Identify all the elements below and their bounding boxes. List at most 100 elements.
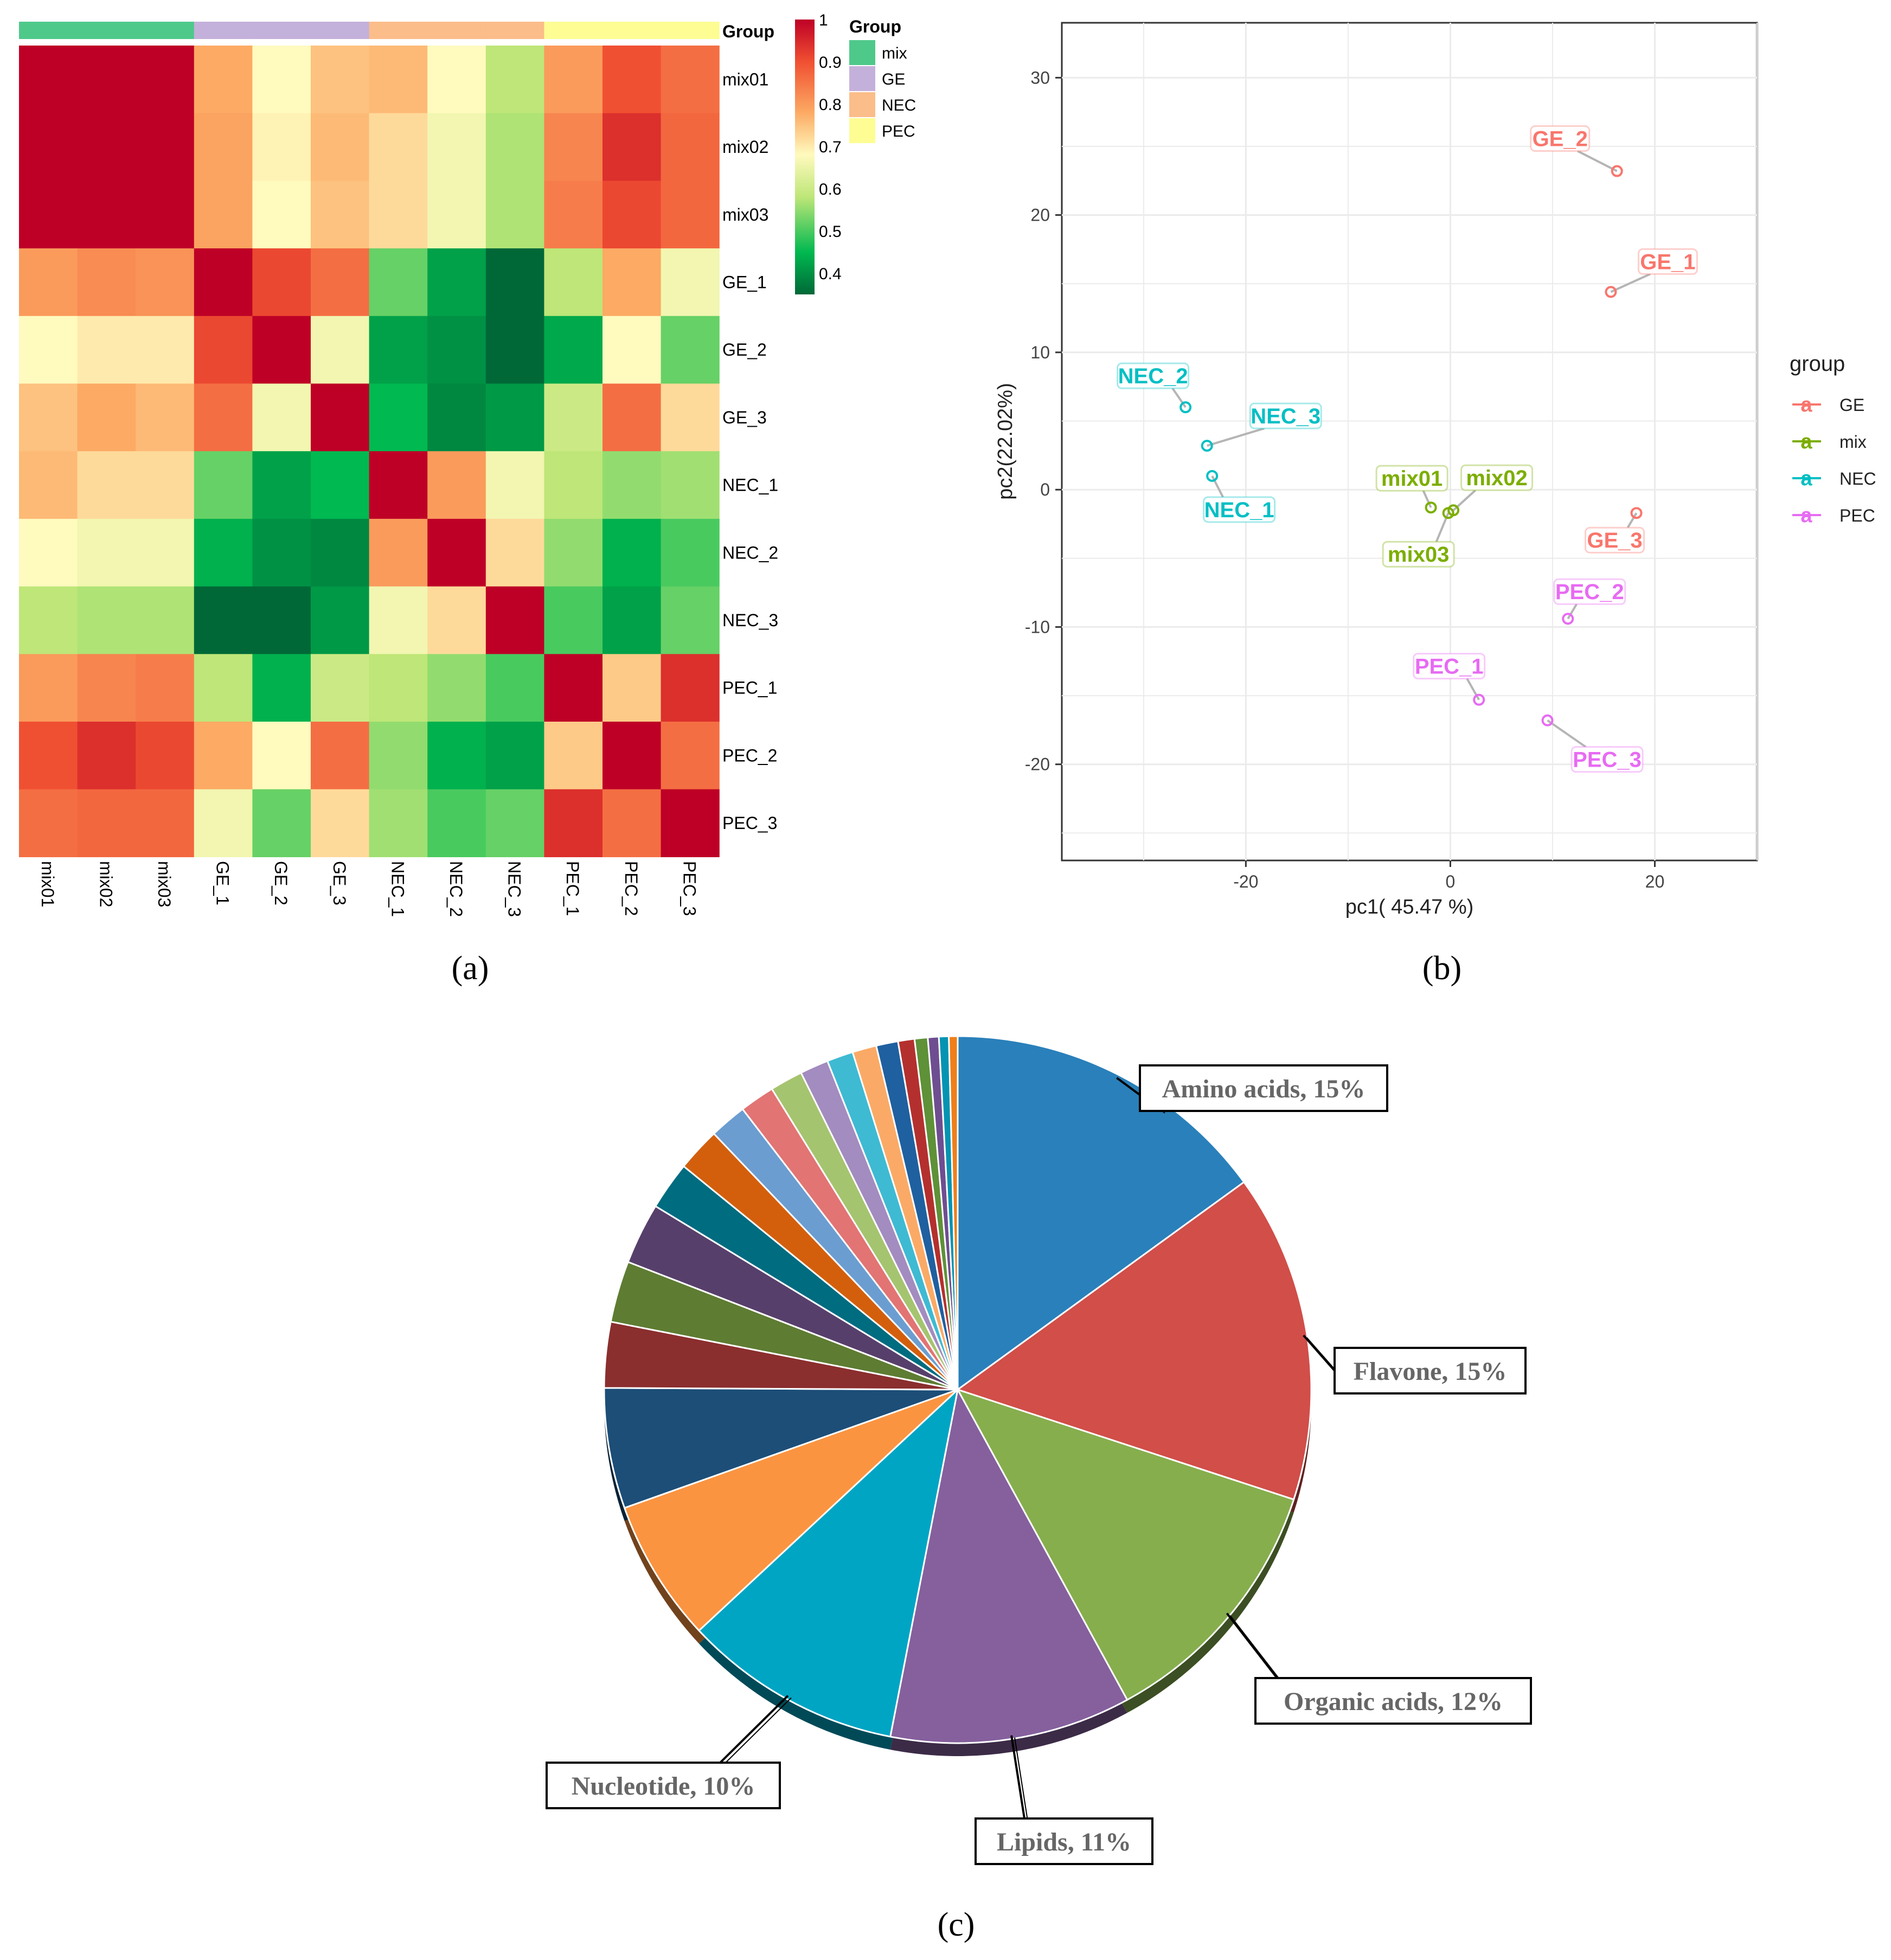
heatmap-cell bbox=[544, 654, 603, 722]
legend-label-mix: mix bbox=[882, 44, 907, 62]
pca-legend-label-mix: mix bbox=[1839, 432, 1867, 452]
heatmap-cell bbox=[194, 451, 253, 519]
heatmap-cell bbox=[194, 722, 253, 790]
heatmap-column-label: PEC_1 bbox=[563, 861, 582, 916]
pca-point-PEC_3 bbox=[1541, 714, 1554, 727]
heatmap-cell bbox=[252, 113, 311, 181]
heatmap-cell bbox=[19, 654, 78, 722]
heatmap-cell bbox=[311, 586, 370, 654]
heatmap-cell bbox=[602, 248, 662, 317]
heatmap-cell bbox=[544, 46, 603, 114]
pie-slice bbox=[948, 1035, 959, 1391]
heatmap-cell bbox=[194, 654, 253, 722]
heatmap-cell bbox=[311, 383, 370, 452]
heatmap-cell bbox=[194, 46, 253, 114]
pie-slice bbox=[957, 1181, 1312, 1501]
pca-label-box bbox=[1637, 248, 1698, 275]
pca-label-box bbox=[1203, 496, 1276, 523]
heatmap-column-label: GE_2 bbox=[271, 861, 291, 905]
pie-callout-leader-shadow bbox=[1229, 1615, 1281, 1681]
heatmap-cell bbox=[427, 789, 486, 857]
heatmap-cell bbox=[661, 654, 720, 722]
pie-callout-box bbox=[1254, 1677, 1532, 1725]
heatmap-cell bbox=[427, 248, 486, 317]
heatmap-cell bbox=[427, 451, 486, 519]
heatmap-cell bbox=[311, 518, 370, 587]
heatmap-cell bbox=[252, 451, 311, 519]
pca-legend-key-glyph: a bbox=[1800, 430, 1812, 453]
heatmap-cell bbox=[661, 789, 720, 857]
heatmap-column-label: NEC_1 bbox=[388, 861, 407, 917]
pie-callouts: Amino acids, 15% Flavone, 15% Organic acid… bbox=[546, 1064, 1532, 1865]
heatmap-cell bbox=[602, 722, 662, 790]
pie-callout-label: Lipids, 11% bbox=[997, 1828, 1131, 1856]
pca-legend-key-glyph: a bbox=[1800, 504, 1812, 527]
heatmap-cell bbox=[19, 383, 78, 452]
heatmap-cell bbox=[602, 654, 662, 722]
pca-label-box bbox=[1530, 125, 1591, 152]
heatmap-cell bbox=[77, 451, 136, 519]
heatmap-row-label: NEC_1 bbox=[722, 475, 778, 495]
pie-slices bbox=[603, 1035, 1312, 1744]
pca-label-box bbox=[1413, 653, 1486, 680]
pie-panel: Amino acids, 15% Flavone, 15% Organic acid… bbox=[546, 1035, 1532, 1865]
pca-legend: group a GE a mix a NEC a PEC bbox=[1790, 352, 1876, 527]
heatmap-cell bbox=[369, 451, 428, 519]
heatmap-row-label: PEC_3 bbox=[722, 813, 777, 833]
heatmap-cells bbox=[19, 46, 720, 857]
heatmap-column-label: mix02 bbox=[96, 861, 116, 907]
pie-slice bbox=[957, 1035, 1245, 1391]
heatmap-cell bbox=[661, 113, 720, 181]
heatmap-cell bbox=[485, 46, 544, 114]
heatmap-cell bbox=[661, 46, 720, 114]
pie-callout-box bbox=[1334, 1347, 1527, 1395]
heatmap-cell bbox=[427, 181, 486, 249]
heatmap-cell bbox=[136, 113, 195, 181]
heatmap-cell bbox=[544, 383, 603, 452]
pca-point-label: NEC_2 bbox=[1118, 364, 1188, 388]
heatmap-cell bbox=[427, 722, 486, 790]
heatmap-cell bbox=[485, 113, 544, 181]
pca-point-label: GE_3 bbox=[1587, 529, 1642, 552]
heatmap-cell bbox=[544, 518, 603, 587]
pie-callout-box bbox=[975, 1817, 1153, 1865]
heatmap-cell bbox=[544, 586, 603, 654]
heatmap-cell bbox=[311, 46, 370, 114]
heatmap-cell bbox=[77, 789, 136, 857]
heatmap-cell bbox=[77, 46, 136, 114]
heatmap-row-label: mix01 bbox=[722, 69, 768, 89]
heatmap-cell bbox=[661, 248, 720, 317]
pca-axis-ticks: -20 0 20 -20 -10 0 10 20 30 bbox=[1025, 68, 1665, 891]
heatmap-cell bbox=[311, 654, 370, 722]
heatmap-column-label: PEC_3 bbox=[680, 861, 699, 916]
heatmap-cell bbox=[544, 316, 603, 384]
heatmap-row-label: GE_2 bbox=[722, 340, 767, 359]
heatmap-cell bbox=[19, 316, 78, 384]
legend-swatch-NEC bbox=[849, 92, 875, 117]
pca-leader-line bbox=[1422, 490, 1432, 508]
heatmap-cell bbox=[19, 46, 78, 114]
heatmap-cell bbox=[369, 654, 428, 722]
heatmap-cell bbox=[252, 248, 311, 317]
pca-point-PEC_2 bbox=[1562, 613, 1574, 625]
heatmap-cell bbox=[369, 586, 428, 654]
heatmap-cell bbox=[427, 586, 486, 654]
pie-callout-leader-shadow bbox=[723, 1697, 792, 1765]
heatmap-cell bbox=[427, 383, 486, 452]
pca-y-tick-label: 10 bbox=[1030, 343, 1050, 362]
pca-point-NEC_2 bbox=[1180, 401, 1192, 414]
pca-label-leaders bbox=[1171, 150, 1651, 748]
pca-y-tick-label: -10 bbox=[1025, 617, 1050, 637]
heatmap-cell bbox=[661, 383, 720, 452]
group-annotation-GE_3 bbox=[311, 22, 370, 39]
heatmap-column-label: PEC_2 bbox=[621, 861, 641, 916]
heatmap-cell bbox=[194, 181, 253, 249]
heatmap-cell bbox=[311, 789, 370, 857]
pca-point-label: mix03 bbox=[1388, 543, 1449, 567]
pca-panel: -20 0 20 -20 -10 0 10 20 30 GE_1 GE_2 GE_3 mix01 mix… bbox=[994, 22, 1876, 918]
heatmap-row-label: PEC_2 bbox=[722, 746, 777, 765]
colorbar-tick-label: 0.4 bbox=[819, 265, 842, 283]
heatmap-cell bbox=[485, 316, 544, 384]
heatmap-row-labels: mix01 mix02 mix03 GE_1 GE_2 GE_3 NEC_1 NEC_2 NEC… bbox=[722, 69, 778, 833]
